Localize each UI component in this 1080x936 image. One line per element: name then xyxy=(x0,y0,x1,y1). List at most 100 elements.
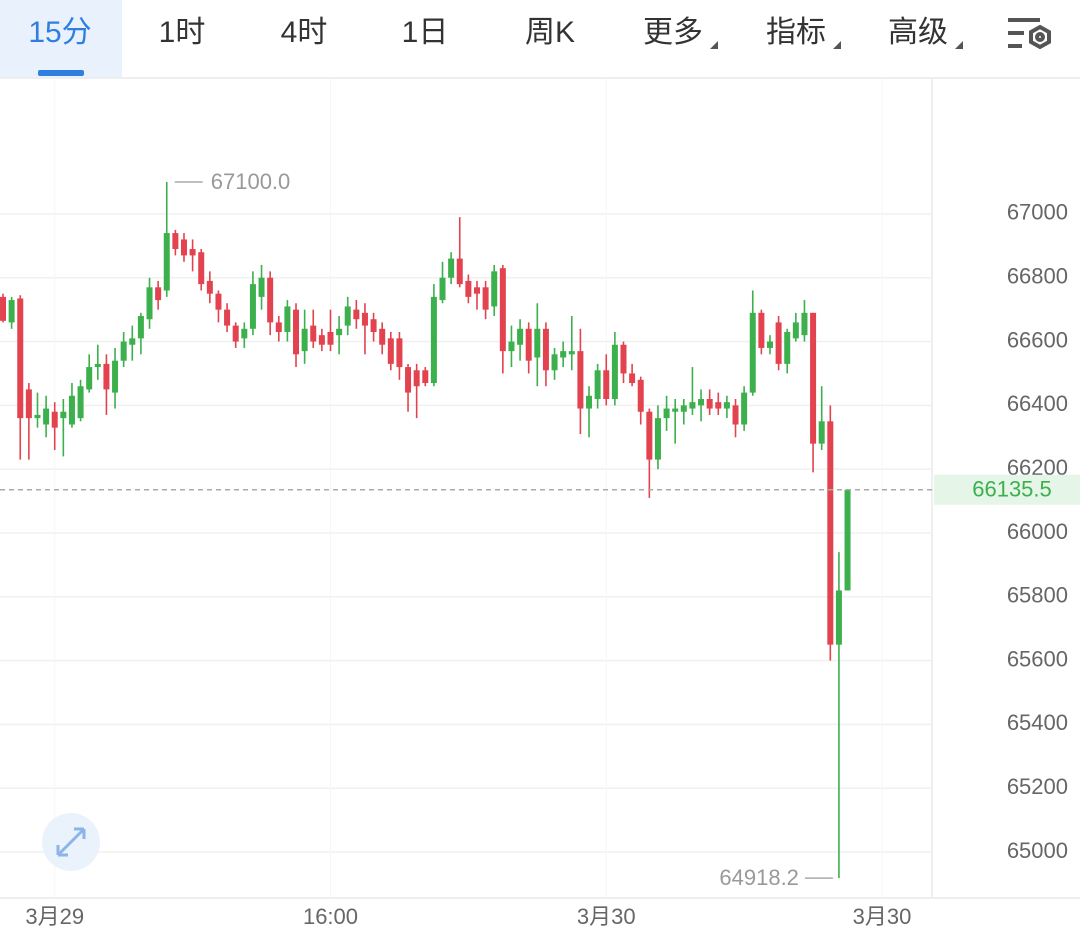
candle-body xyxy=(723,402,730,409)
tab[interactable]: 4时 xyxy=(281,16,328,49)
candle-body xyxy=(77,386,84,419)
candle-body xyxy=(249,284,256,329)
dropdown-arrow xyxy=(955,41,963,49)
candle-body xyxy=(637,379,644,412)
candle-body xyxy=(51,411,58,428)
candle-body xyxy=(232,325,239,342)
tab[interactable]: 15分 xyxy=(28,16,91,49)
candle-body xyxy=(94,363,101,368)
candle-body xyxy=(646,411,653,460)
candle-body xyxy=(172,233,179,250)
candle-body xyxy=(224,309,231,326)
tab[interactable]: 指标 xyxy=(766,16,826,49)
candle-body xyxy=(594,370,601,399)
candle-body xyxy=(215,293,222,310)
candle-body xyxy=(499,268,506,352)
candle-body xyxy=(620,344,627,374)
candle-body xyxy=(0,296,7,321)
candle-body xyxy=(258,277,265,297)
candle-body xyxy=(629,373,636,384)
candle-body xyxy=(611,344,618,399)
y-tick-label: 65600 xyxy=(1007,646,1068,671)
candle-body xyxy=(344,306,351,326)
candle-body xyxy=(405,367,412,393)
low-marker-label: 64918.2 xyxy=(719,865,799,890)
y-tick-label: 67000 xyxy=(1007,200,1068,225)
candle-body xyxy=(112,360,119,393)
candle-body xyxy=(413,370,420,387)
y-tick-label: 66800 xyxy=(1007,264,1068,289)
settings-icon[interactable] xyxy=(1008,18,1051,50)
tab[interactable]: 高级 xyxy=(888,16,948,49)
expand-button[interactable] xyxy=(42,813,100,871)
candle-body xyxy=(542,328,549,371)
candle-body xyxy=(43,408,50,425)
candle-body xyxy=(318,335,325,345)
candle-body xyxy=(715,402,722,409)
candle-body xyxy=(146,287,153,320)
candle-body xyxy=(422,370,429,384)
candle-body xyxy=(835,590,842,645)
candle-body xyxy=(792,322,799,339)
candle-body xyxy=(361,312,368,326)
candle-body xyxy=(137,316,144,339)
candle-body xyxy=(293,309,300,355)
tab[interactable]: 1时 xyxy=(159,16,206,49)
tab[interactable]: 更多 xyxy=(643,16,703,49)
plot: 6500065200654006560065800660006620066400… xyxy=(0,78,1080,929)
candle-body xyxy=(473,287,480,294)
candle-body xyxy=(508,341,515,352)
candle-body xyxy=(551,354,558,371)
candle-body xyxy=(491,271,498,307)
tab-selected-bg xyxy=(0,0,122,78)
candle-body xyxy=(103,363,110,390)
candle-body xyxy=(60,411,67,419)
candle-body xyxy=(577,351,584,409)
dropdown-arrow xyxy=(710,41,718,49)
candle-body xyxy=(465,280,472,297)
candle-body xyxy=(439,277,446,301)
candle-body xyxy=(680,405,687,412)
candle-body xyxy=(17,298,24,419)
y-tick-label: 65800 xyxy=(1007,583,1068,608)
y-tick-label: 66000 xyxy=(1007,519,1068,544)
candle-body xyxy=(456,258,463,285)
tab[interactable]: 周K xyxy=(525,16,575,49)
y-tick-label: 66400 xyxy=(1007,391,1068,416)
candle-body xyxy=(560,351,567,358)
candle-body xyxy=(818,421,825,444)
candle-body xyxy=(267,277,274,323)
candle-body xyxy=(301,328,308,352)
candle-body xyxy=(163,233,170,291)
candle-body xyxy=(672,408,679,412)
candle-body xyxy=(534,328,541,358)
candle-body xyxy=(370,319,377,332)
candle-body xyxy=(801,312,808,336)
candle-body xyxy=(387,338,394,364)
candle-body xyxy=(198,252,205,285)
candle-body xyxy=(448,258,455,278)
candle-body xyxy=(482,287,489,310)
candle-body xyxy=(120,341,127,361)
dropdown-arrow xyxy=(833,41,841,49)
candle-body xyxy=(8,300,15,323)
candle-body xyxy=(568,351,575,355)
y-tick-label: 65000 xyxy=(1007,838,1068,863)
candle-body xyxy=(810,312,817,444)
candle-body xyxy=(86,367,93,390)
candle-body xyxy=(379,328,386,345)
tab[interactable]: 1日 xyxy=(402,16,449,49)
candle-body xyxy=(517,328,524,345)
candle-body xyxy=(654,418,661,460)
candle-body xyxy=(68,395,75,425)
candle-body xyxy=(689,402,696,409)
candle-body xyxy=(180,239,187,256)
candle-body xyxy=(586,395,593,409)
tab-indicator xyxy=(38,70,84,76)
candle-body xyxy=(25,389,32,419)
candle-body xyxy=(396,338,403,368)
last-price-box xyxy=(934,474,1080,505)
candle-body xyxy=(766,341,773,348)
candle-body xyxy=(525,328,532,361)
